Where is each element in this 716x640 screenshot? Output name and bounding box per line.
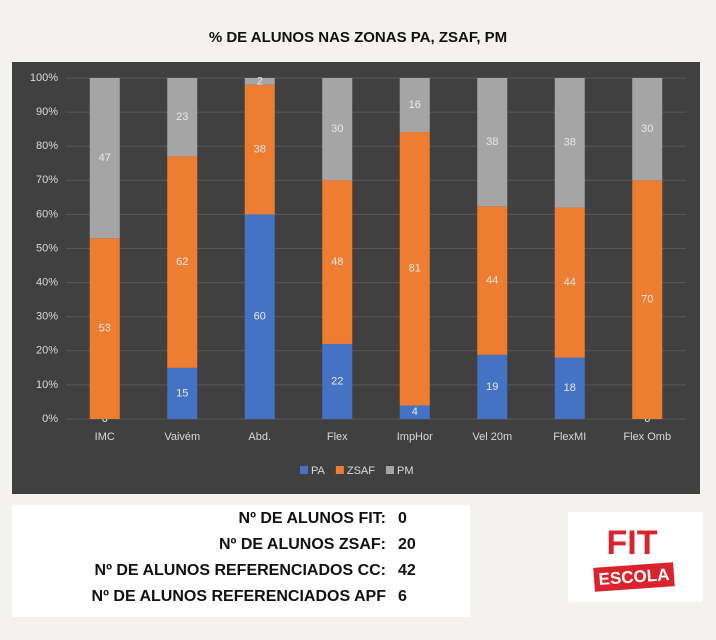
x-tick-label: Vaivém [164,431,200,443]
data-label: 23 [176,111,188,123]
stats-panel [12,505,470,617]
bar-segment [244,84,275,215]
x-tick-label: Flex Omb [623,431,671,443]
bar-segment [399,132,430,406]
y-tick-label: 70% [36,174,58,186]
y-tick-label: 90% [36,106,58,118]
y-tick-label: 10% [36,379,58,391]
stat-label: Nº DE ALUNOS REFERENCIADOS APF [92,588,387,605]
bar-segment [554,207,585,358]
y-tick-label: 20% [36,345,58,357]
data-label: 53 [99,323,111,335]
stat-label: Nº DE ALUNOS REFERENCIADOS CC: [95,562,386,579]
logo-top: FIT [607,524,658,562]
data-label: 60 [254,311,266,323]
y-tick-label: 60% [36,208,58,220]
data-label: 30 [641,123,653,135]
legend-swatch [385,466,394,474]
stat-label: Nº DE ALUNOS ZSAF: [219,536,386,553]
y-tick-label: 30% [36,311,58,323]
stat-value: 42 [398,562,416,579]
stat-label: Nº DE ALUNOS FIT: [239,510,386,527]
data-label: 38 [486,136,498,148]
bar-segment [89,238,120,419]
y-tick-label: 50% [36,242,58,254]
bar-segment [632,78,663,181]
data-label: 47 [99,152,111,164]
data-label: 19 [486,381,498,393]
y-tick-label: 80% [36,140,58,152]
x-tick-label: Abd. [248,431,271,443]
x-tick-label: IMC [95,431,115,443]
data-label: 70 [641,294,653,306]
legend-swatch [335,466,344,474]
bar-segment [477,78,508,207]
bar-segment [89,78,120,239]
bar-segment [167,367,198,419]
chart-area [12,62,700,494]
bar-segment [167,78,198,157]
legend-label: PM [397,465,414,477]
data-label: 38 [254,144,266,156]
bar-segment [632,180,663,419]
bar-segment [399,405,430,419]
bar-segment [554,78,585,208]
data-label: 15 [176,387,188,399]
data-label: 62 [176,256,188,268]
data-label: 16 [409,99,421,111]
data-label: 44 [564,277,576,289]
data-label: 30 [331,123,343,135]
stat-value: 0 [398,510,407,527]
data-label: 81 [409,263,421,275]
data-label: 22 [331,375,343,387]
x-tick-label: Vel 20m [472,431,512,443]
x-tick-label: ImpHor [397,431,433,443]
bar-segment [477,206,508,355]
bar-segment [244,78,275,85]
chart-title: % DE ALUNOS NAS ZONAS PA, ZSAF, PM [209,29,507,46]
stat-value: 6 [398,588,407,605]
bar-segment [322,78,353,181]
logo-bottom: ESCOLA [598,565,670,589]
bar-segment [167,156,198,368]
bar-segment [399,78,430,133]
data-label: 18 [564,382,576,394]
data-label: 38 [564,137,576,149]
bar-segment [554,357,585,419]
data-label: 4 [412,406,418,418]
data-label: 2 [257,75,263,87]
stat-value: 20 [398,536,416,553]
bar-segment [322,180,353,344]
x-tick-label: Flex [327,431,348,443]
y-tick-label: 0% [42,413,58,425]
x-tick-label: FlexMI [553,431,586,443]
data-label: 44 [486,274,498,286]
legend-label: ZSAF [347,465,375,477]
legend-label: PA [311,465,326,477]
bar-segment [244,214,275,419]
y-tick-label: 100% [30,72,58,84]
bar-segment [322,343,353,419]
logo-band [593,562,675,592]
data-label: 48 [331,256,343,268]
bar-segment [477,354,508,419]
legend-swatch [300,466,308,474]
y-tick-label: 40% [36,277,58,289]
